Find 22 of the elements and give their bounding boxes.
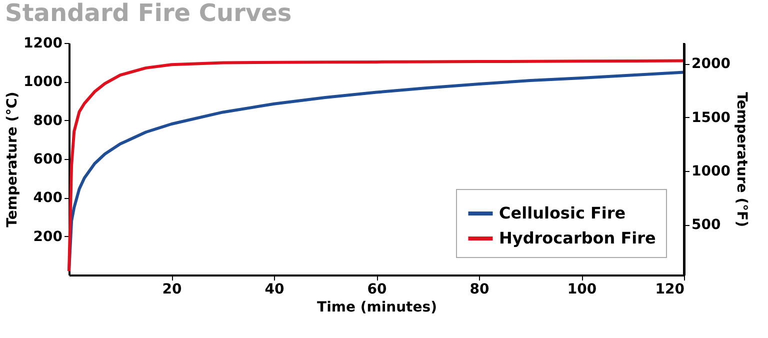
y-tick-label: 1200: [24, 36, 63, 52]
y2-axis-title: Temperature (°F): [733, 92, 750, 227]
x-axis-title: Time (minutes): [317, 300, 437, 316]
y2-tick-label: 500: [692, 217, 721, 234]
y2-tick-label: 1000: [692, 164, 731, 180]
y-tick-label: 800: [33, 112, 63, 129]
chart-title: Standard Fire Curves: [5, 0, 292, 27]
x-tick-label: 80: [470, 282, 490, 298]
x-tick-label: 60: [367, 282, 387, 298]
y-tick-label: 200: [33, 228, 63, 245]
y-tick-label: 400: [33, 190, 63, 206]
y-tick-label: 600: [33, 152, 63, 168]
x-tick-label: 20: [162, 282, 182, 298]
legend-label: Cellulosic Fire: [499, 204, 626, 222]
y2-tick-label: 1500: [692, 110, 731, 126]
legend-label: Hydrocarbon Fire: [499, 228, 656, 248]
x-tick-label: 120: [655, 282, 685, 298]
y2-tick-label: 2000: [692, 56, 731, 72]
y-axis-title: Temperature (°C): [4, 92, 21, 228]
x-tick-label: 100: [567, 282, 597, 298]
x-tick-label: 40: [264, 282, 284, 298]
y-tick-label: 1000: [24, 74, 63, 90]
